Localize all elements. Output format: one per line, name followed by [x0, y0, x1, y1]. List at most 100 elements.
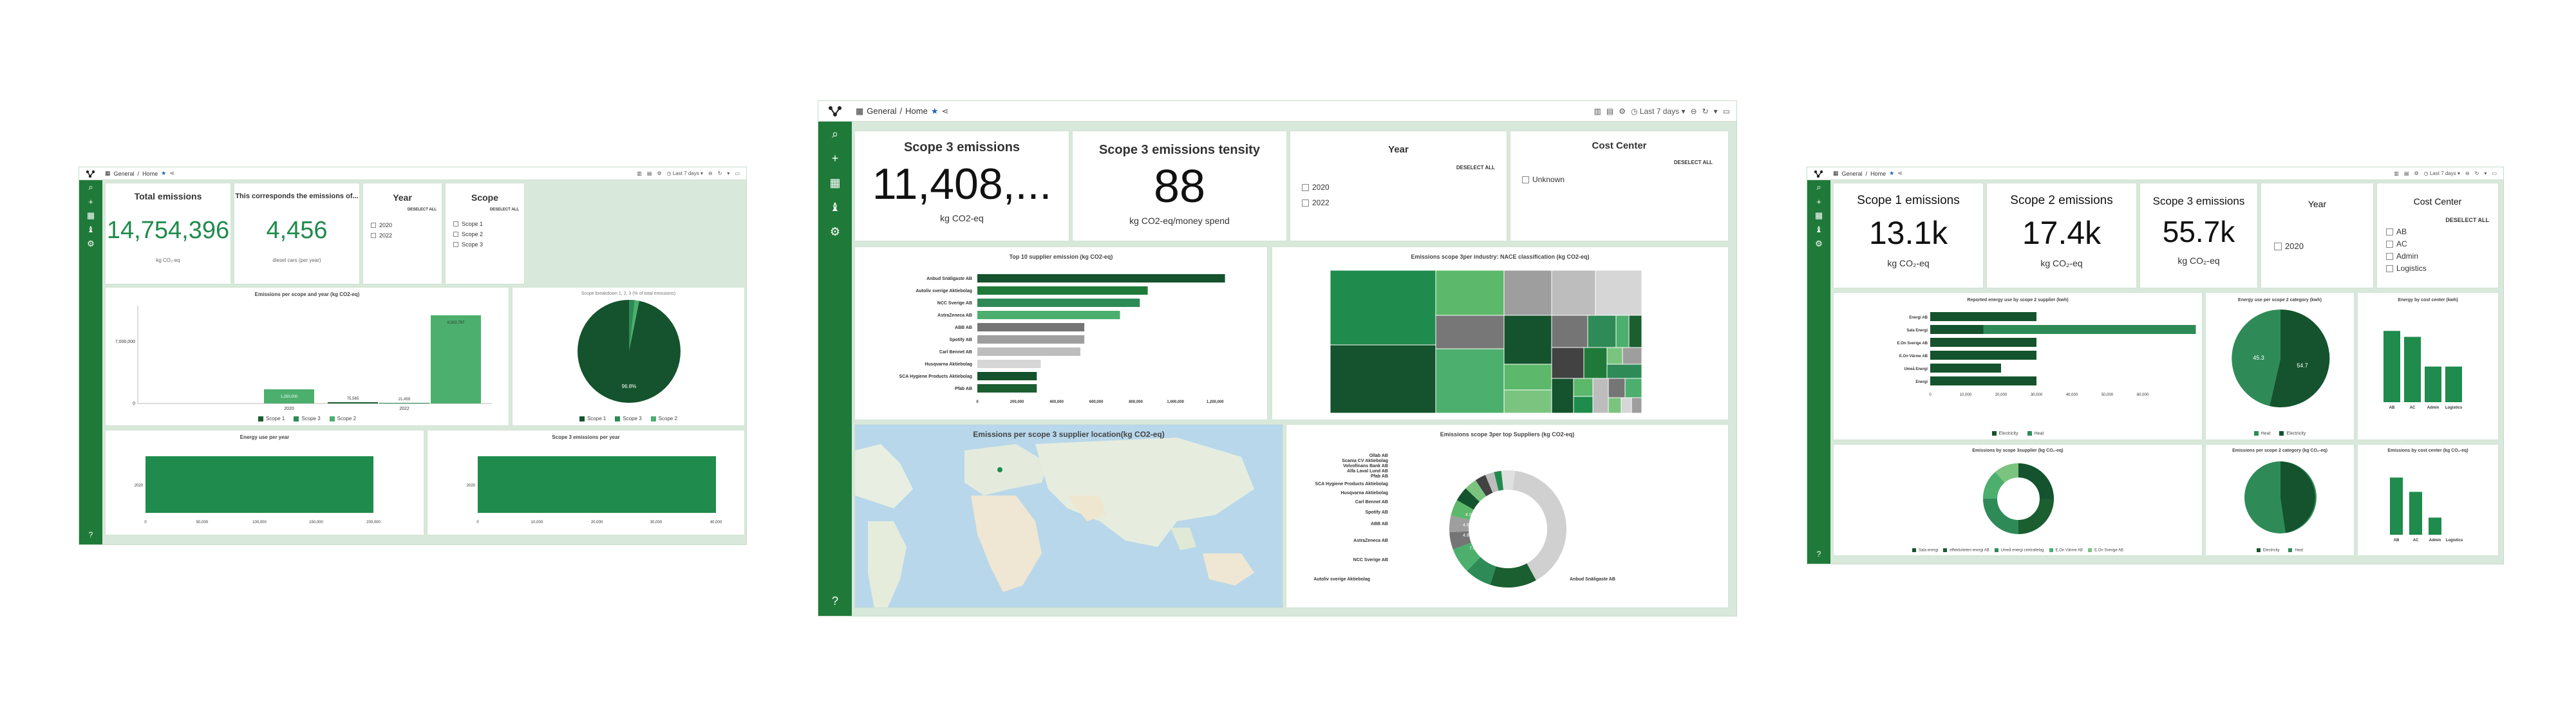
zoom-out-icon[interactable]: ⊖	[2465, 171, 2470, 176]
breadcrumb-general[interactable]: General	[867, 106, 897, 116]
legend-item[interactable]: Scope 1	[579, 416, 606, 421]
save-icon[interactable]: ▤	[2403, 171, 2409, 176]
checkbox[interactable]	[2274, 242, 2282, 250]
checkbox[interactable]	[371, 223, 376, 228]
legend-item[interactable]: E.On Värme AB	[2049, 548, 2083, 553]
deselect-all-button[interactable]: DESELECT ALL	[1456, 165, 1495, 171]
legend-item[interactable]: Electricity	[1991, 431, 2018, 436]
bell-icon[interactable]: ♝	[87, 225, 95, 234]
deselect-all-button[interactable]: DESELECT ALL	[407, 208, 437, 212]
dashboards-icon[interactable]: ▦	[1814, 210, 1823, 220]
settings-icon[interactable]: ⚙	[1619, 106, 1626, 116]
star-icon[interactable]: ★	[930, 106, 939, 116]
legend-item[interactable]: Electricity	[2279, 431, 2306, 436]
legend-item[interactable]: Heat	[2253, 431, 2270, 436]
legend-item[interactable]: Sala energi	[1912, 548, 1938, 553]
help-icon[interactable]: ?	[831, 595, 838, 607]
gear-icon[interactable]: ⚙	[829, 225, 841, 238]
search-icon[interactable]: ⌕	[88, 182, 93, 192]
legend-item[interactable]: Scope 3	[294, 416, 321, 421]
refresh-icon[interactable]: ↻	[2474, 171, 2479, 176]
help-icon[interactable]: ?	[88, 530, 93, 539]
cost-center-option-ac[interactable]: AC	[2386, 239, 2427, 248]
share-icon[interactable]: ⋖	[941, 106, 949, 116]
checkbox[interactable]	[2386, 240, 2393, 248]
year-option-2022[interactable]: 2022	[371, 232, 392, 239]
app-logo[interactable]	[1807, 167, 1830, 180]
checkbox[interactable]	[453, 232, 458, 237]
checkbox[interactable]	[453, 221, 458, 227]
checkbox[interactable]	[1302, 199, 1309, 207]
year-option-2020[interactable]: 2020	[1302, 183, 1330, 192]
dashboards-icon[interactable]: ▦	[829, 176, 841, 189]
share-icon[interactable]: ⋖	[169, 170, 174, 176]
plus-icon[interactable]: +	[1816, 196, 1821, 207]
gear-icon[interactable]: ⚙	[87, 239, 95, 248]
dashboards-icon[interactable]: ▦	[86, 210, 95, 220]
checkbox[interactable]	[2386, 252, 2393, 260]
save-icon[interactable]: ▤	[646, 171, 652, 176]
time-picker[interactable]: ◷ Last 7 days ▾	[2423, 171, 2461, 176]
refresh-interval-dropdown[interactable]: ▾	[1713, 106, 1718, 116]
deselect-all-button[interactable]: DESELECT ALL	[1673, 160, 1713, 165]
supplier-location-marker[interactable]	[997, 467, 1002, 472]
checkbox[interactable]	[371, 233, 376, 238]
year-option-2020[interactable]: 2020	[371, 222, 392, 228]
scope-option-3[interactable]: Scope 3	[453, 241, 483, 248]
scope-option-2[interactable]: Scope 2	[453, 231, 483, 237]
refresh-icon[interactable]: ↻	[717, 171, 722, 176]
app-logo[interactable]	[79, 167, 102, 180]
legend-item[interactable]: Scope 3	[615, 416, 642, 421]
add-panel-icon[interactable]: ▥	[637, 171, 642, 176]
help-icon[interactable]: ?	[1816, 550, 1821, 559]
search-icon[interactable]: ⌕	[1816, 182, 1821, 192]
zoom-out-icon[interactable]: ⊖	[708, 171, 713, 176]
breadcrumb-home[interactable]: Home	[142, 170, 158, 177]
bell-icon[interactable]: ♝	[1815, 225, 1823, 234]
legend-item[interactable]: E.On Sverige AB	[2088, 548, 2123, 553]
year-option-2020[interactable]: 2020	[2274, 241, 2304, 251]
legend-item[interactable]: effektiviteten energi AB	[1943, 548, 1989, 553]
world-map[interactable]	[855, 425, 1283, 608]
settings-icon[interactable]: ⚙	[657, 171, 662, 176]
breadcrumb-general[interactable]: General	[113, 170, 135, 177]
gear-icon[interactable]: ⚙	[1815, 239, 1823, 248]
app-logo[interactable]	[818, 101, 852, 122]
refresh-interval-dropdown[interactable]: ▾	[2484, 171, 2487, 176]
star-icon[interactable]: ★	[1889, 170, 1895, 176]
legend-item[interactable]: Electricity	[2256, 548, 2279, 553]
star-icon[interactable]: ★	[161, 170, 167, 176]
tv-mode-icon[interactable]: ▭	[735, 171, 740, 176]
checkbox[interactable]	[1302, 183, 1309, 191]
legend-item[interactable]: Umeå energi centraltelag	[1994, 548, 2044, 553]
zoom-out-icon[interactable]: ⊖	[1690, 106, 1697, 116]
legend-item[interactable]: Scope 1	[258, 416, 285, 421]
save-icon[interactable]: ▤	[1606, 106, 1614, 116]
tv-mode-icon[interactable]: ▭	[1722, 106, 1730, 116]
search-icon[interactable]: ⌕	[831, 127, 839, 140]
legend-item[interactable]: Heat	[2288, 548, 2303, 553]
cost-center-option-logistics[interactable]: Logistics	[2386, 264, 2427, 273]
supplier-location-map-panel[interactable]: Emissions per scope 3 supplier location(…	[854, 424, 1283, 608]
bell-icon[interactable]: ♝	[829, 200, 841, 214]
share-icon[interactable]: ⋖	[1897, 170, 1903, 176]
time-picker[interactable]: ◷ Last 7 days ▾	[666, 171, 704, 176]
add-panel-icon[interactable]: ▥	[2394, 171, 2399, 176]
checkbox[interactable]	[1522, 176, 1529, 183]
plus-icon[interactable]: +	[831, 151, 839, 165]
deselect-all-button[interactable]: DESELECT ALL	[489, 208, 519, 212]
tv-mode-icon[interactable]: ▭	[2492, 171, 2497, 176]
breadcrumb-general[interactable]: General	[1841, 170, 1863, 177]
legend-item[interactable]: Scope 2	[650, 416, 677, 421]
legend-item[interactable]: Scope 2	[329, 416, 356, 421]
cost-center-option-unknown[interactable]: Unknown	[1522, 175, 1565, 184]
legend-item[interactable]: Heat	[2027, 431, 2044, 436]
refresh-interval-dropdown[interactable]: ▾	[727, 171, 730, 176]
cost-center-option-ab[interactable]: AB	[2386, 227, 2427, 236]
checkbox[interactable]	[453, 242, 458, 247]
settings-icon[interactable]: ⚙	[2414, 171, 2419, 176]
add-panel-icon[interactable]: ▥	[1594, 106, 1601, 116]
checkbox[interactable]	[2386, 228, 2393, 236]
year-option-2022[interactable]: 2022	[1302, 198, 1330, 207]
plus-icon[interactable]: +	[88, 196, 93, 207]
